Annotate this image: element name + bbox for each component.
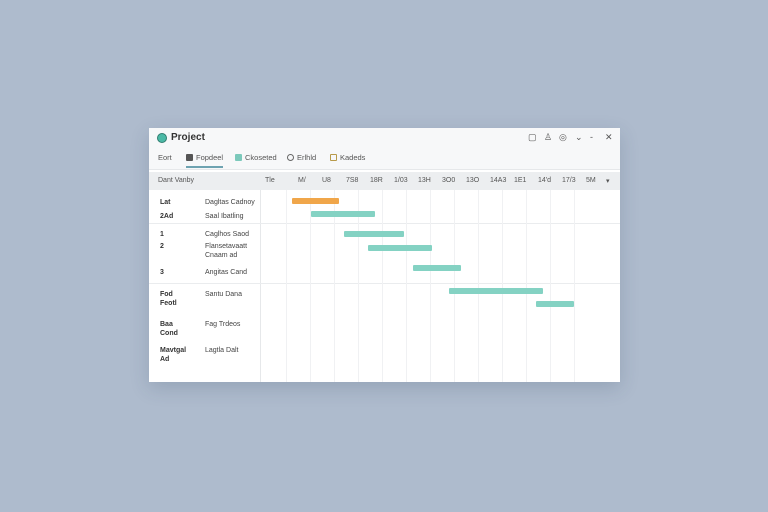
- tab-ckoseted[interactable]: Ckoseted: [235, 153, 277, 162]
- group-separator: [149, 223, 620, 224]
- task-id[interactable]: Lat: [160, 199, 171, 206]
- grid-line: [454, 190, 455, 382]
- grid-line: [430, 190, 431, 382]
- gantt-bar[interactable]: [343, 231, 404, 237]
- app-logo-icon: [157, 133, 167, 143]
- timeline-column-label: 7S8: [346, 177, 359, 184]
- dropdown-icon[interactable]: ⌄: [575, 132, 583, 142]
- tab-bar: Eort Fopdeel Ckoseted Erlhld Kadeds: [149, 148, 620, 170]
- tab-erlhld[interactable]: Erlhld: [287, 153, 316, 162]
- grid-line: [574, 190, 575, 382]
- task-name[interactable]: Caglhos Saod: [205, 231, 249, 238]
- gantt-bar[interactable]: [535, 301, 574, 307]
- task-name[interactable]: Dagltas Cadnoy: [205, 199, 255, 206]
- title-bar: Project ▢ ♙ ◎ ⌄ - ✕: [149, 128, 620, 148]
- close-button[interactable]: ✕: [605, 132, 613, 142]
- tab-label: Fopdeel: [196, 153, 224, 162]
- gantt-bar[interactable]: [311, 211, 375, 217]
- timeline-header: Dant Vanby ▾ Tle M/U8 7S8 18R 1/03 13H 3O0 13O 1…: [149, 172, 620, 190]
- gantt-bar[interactable]: [449, 288, 543, 294]
- tab-kadeds[interactable]: Kadeds: [330, 153, 365, 162]
- task-id[interactable]: 1: [160, 231, 164, 238]
- tab-label: Eort: [158, 153, 172, 162]
- task-name[interactable]: Santu Dana: [205, 291, 242, 298]
- grid-line: [334, 190, 335, 382]
- header-menu-icon[interactable]: ▾: [606, 178, 610, 185]
- minimize-button[interactable]: -: [590, 132, 593, 142]
- gantt-bar[interactable]: [292, 198, 339, 204]
- timeline-column-label: 3O0: [442, 177, 456, 184]
- timeline-column-label: 13H: [418, 177, 431, 184]
- timeline-column-label: 5M: [586, 177, 596, 184]
- timeline-column-label: 13O: [466, 177, 480, 184]
- timeline-column-label: 17/3: [562, 177, 576, 184]
- tab-fopdeel[interactable]: Fopdeel: [186, 153, 224, 168]
- task-id[interactable]: 3: [160, 269, 164, 276]
- grid-line: [406, 190, 407, 382]
- user-icon[interactable]: ♙: [544, 132, 553, 142]
- grid-line: [382, 190, 383, 382]
- settings-icon[interactable]: ◎: [559, 132, 567, 142]
- grid-line: [550, 190, 551, 382]
- task-name[interactable]: Saal Ibatling: [205, 213, 244, 220]
- task-id[interactable]: Fod Feotl: [160, 291, 177, 307]
- timeline-column-label: U8: [322, 177, 331, 184]
- column-divider: [260, 190, 261, 382]
- task-name[interactable]: Angitas Cand: [205, 269, 248, 276]
- timeline-column-label: 1/03: [394, 177, 408, 184]
- tab-eort[interactable]: Eort: [158, 153, 172, 162]
- folder-icon: [330, 154, 337, 161]
- tab-label: Erlhld: [297, 153, 317, 162]
- gantt-bar[interactable]: [367, 245, 433, 251]
- project-window: Project ▢ ♙ ◎ ⌄ - ✕ Eort Fopdeel Ckosete…: [149, 128, 620, 382]
- link-icon: [287, 154, 294, 161]
- grid-line: [310, 190, 311, 382]
- task-name[interactable]: Fag Trdeos: [205, 321, 241, 328]
- task-column-header[interactable]: Dant Vanby: [158, 177, 195, 184]
- grid-line: [478, 190, 479, 382]
- task-id[interactable]: 2: [160, 243, 164, 250]
- timeline-column-label: 14'd: [538, 177, 552, 184]
- window-title: Project: [171, 132, 205, 143]
- task-name[interactable]: Lagtla Dalt: [205, 347, 239, 354]
- timeline-column-label: Tle: [265, 177, 275, 184]
- grid-line: [502, 190, 503, 382]
- gantt-bar[interactable]: [413, 265, 462, 271]
- window-icon[interactable]: ▢: [528, 132, 537, 142]
- task-id[interactable]: Mavtgal Ad: [160, 347, 187, 363]
- grid-line: [526, 190, 527, 382]
- square-icon: [186, 154, 193, 161]
- timeline-column-label: 14A3: [490, 177, 507, 184]
- grid-line: [286, 190, 287, 382]
- task-id[interactable]: Baa Cond: [160, 321, 178, 337]
- timeline-column-label: 18R: [370, 177, 383, 184]
- task-id[interactable]: 2Ad: [160, 213, 174, 220]
- group-separator: [149, 283, 620, 284]
- task-name[interactable]: Flansetavaatt Cnaam ad: [205, 243, 248, 259]
- tab-label: Kadeds: [340, 153, 366, 162]
- tab-label: Ckoseted: [245, 153, 277, 162]
- timeline-column-label: 1E1: [514, 177, 527, 184]
- gantt-body: Lat Dagltas Cadnoy 2Ad Saal Ibatling 1 Caglho…: [149, 190, 620, 382]
- calendar-icon: [235, 154, 242, 161]
- timeline-column-label: M/: [298, 177, 306, 184]
- grid-line: [358, 190, 359, 382]
